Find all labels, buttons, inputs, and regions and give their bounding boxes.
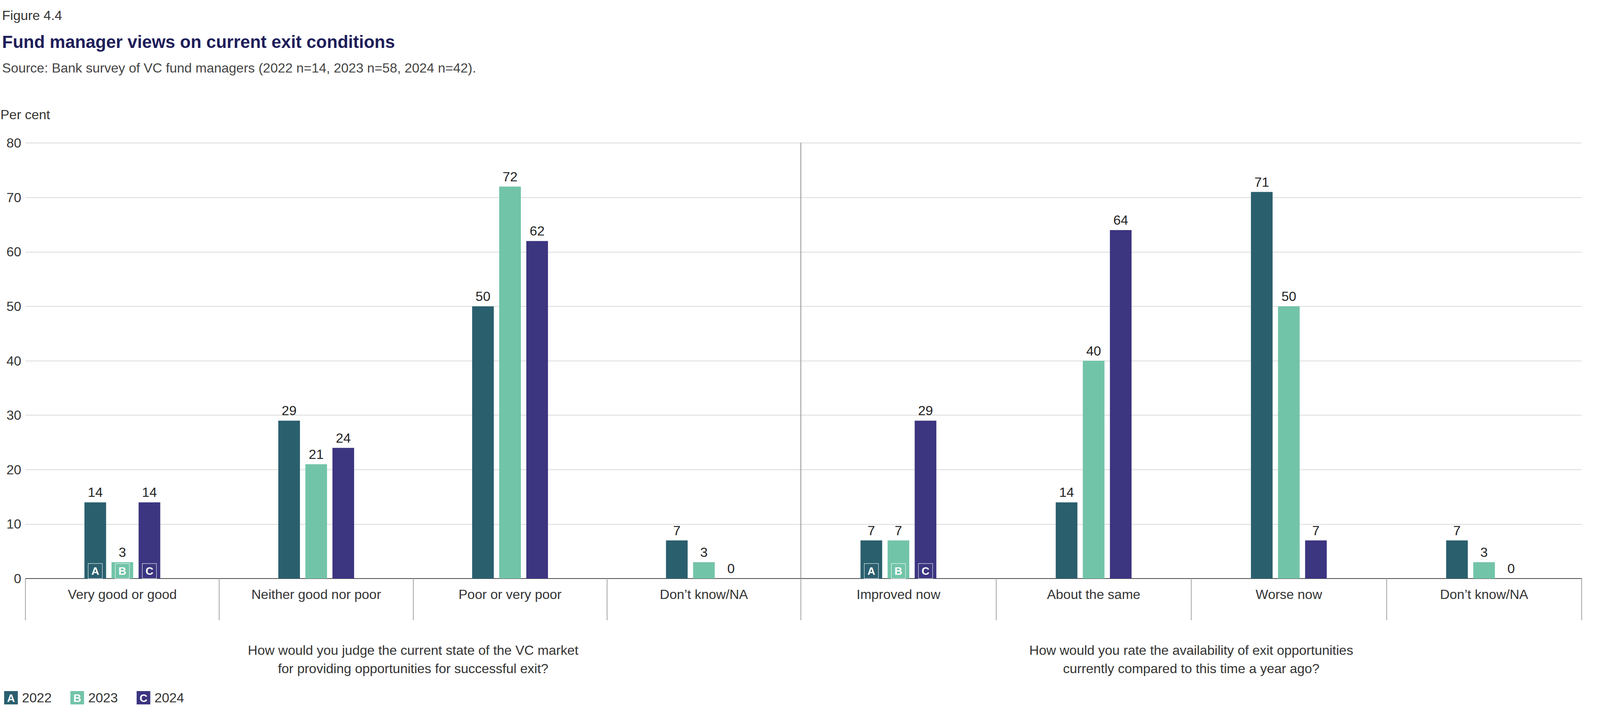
svg-text:Neither good nor poor: Neither good nor poor [251, 586, 382, 602]
svg-text:70: 70 [6, 190, 22, 205]
svg-text:C: C [921, 564, 930, 578]
svg-text:Figure 4.4: Figure 4.4 [2, 7, 63, 23]
svg-text:Improved now: Improved now [856, 586, 941, 602]
svg-text:24: 24 [335, 430, 351, 446]
svg-text:Don’t know/NA: Don’t know/NA [1440, 586, 1529, 602]
svg-text:64: 64 [1113, 212, 1129, 228]
svg-text:0: 0 [727, 560, 735, 576]
svg-text:C: C [145, 564, 154, 578]
svg-text:10: 10 [6, 516, 22, 532]
svg-text:Very good or good: Very good or good [67, 586, 178, 602]
svg-text:Worse now: Worse now [1255, 586, 1323, 602]
svg-text:21: 21 [308, 446, 324, 462]
svg-text:A: A [7, 691, 15, 705]
svg-text:Fund manager views on current: Fund manager views on current exit condi… [2, 32, 395, 52]
svg-text:40: 40 [6, 353, 22, 369]
svg-text:3: 3 [118, 544, 127, 560]
svg-text:B: B [73, 691, 82, 705]
svg-text:About the same: About the same [1047, 586, 1141, 602]
svg-text:29: 29 [281, 402, 297, 418]
svg-text:30: 30 [6, 407, 22, 423]
svg-text:7: 7 [867, 522, 875, 538]
svg-text:0: 0 [1507, 560, 1515, 576]
svg-text:0: 0 [13, 570, 22, 586]
svg-text:7: 7 [1312, 522, 1320, 538]
svg-text:7: 7 [1453, 522, 1461, 538]
svg-text:A: A [867, 564, 876, 578]
svg-text:A: A [91, 564, 100, 578]
svg-text:72: 72 [502, 169, 518, 185]
svg-text:3: 3 [1480, 544, 1488, 560]
svg-text:14: 14 [1059, 484, 1075, 500]
svg-text:Per cent: Per cent [0, 107, 50, 123]
svg-text:29: 29 [917, 402, 933, 418]
svg-text:3: 3 [700, 544, 708, 560]
svg-text:B: B [894, 564, 903, 578]
svg-text:62: 62 [529, 223, 545, 239]
svg-text:14: 14 [142, 484, 158, 500]
svg-text:20: 20 [6, 462, 22, 478]
svg-text:7: 7 [672, 522, 681, 538]
svg-text:2024: 2024 [154, 690, 185, 705]
svg-text:How would you rate the availab: How would you rate the availability of e… [1029, 642, 1353, 658]
svg-text:How would you judge the curren: How would you judge the current state of… [247, 642, 579, 658]
svg-text:Don’t know/NA: Don’t know/NA [660, 586, 749, 602]
svg-text:Poor or very poor: Poor or very poor [458, 586, 563, 602]
svg-text:for providing opportunities fo: for providing opportunities for successf… [277, 660, 549, 676]
svg-text:71: 71 [1254, 174, 1270, 190]
svg-text:C: C [139, 691, 148, 705]
svg-text:B: B [118, 564, 127, 578]
svg-text:2022: 2022 [22, 690, 52, 705]
svg-text:7: 7 [894, 522, 903, 538]
svg-text:50: 50 [475, 288, 491, 304]
svg-text:Source: Bank survey of VC fund: Source: Bank survey of VC fund managers … [2, 60, 477, 76]
svg-text:14: 14 [87, 484, 103, 500]
svg-text:40: 40 [1086, 343, 1102, 359]
svg-text:50: 50 [1281, 288, 1297, 304]
svg-text:60: 60 [6, 244, 22, 260]
svg-text:2023: 2023 [88, 690, 118, 705]
svg-text:80: 80 [6, 135, 22, 151]
svg-text:currently compared to this tim: currently compared to this time a year a… [1062, 660, 1320, 676]
svg-text:50: 50 [6, 298, 22, 314]
